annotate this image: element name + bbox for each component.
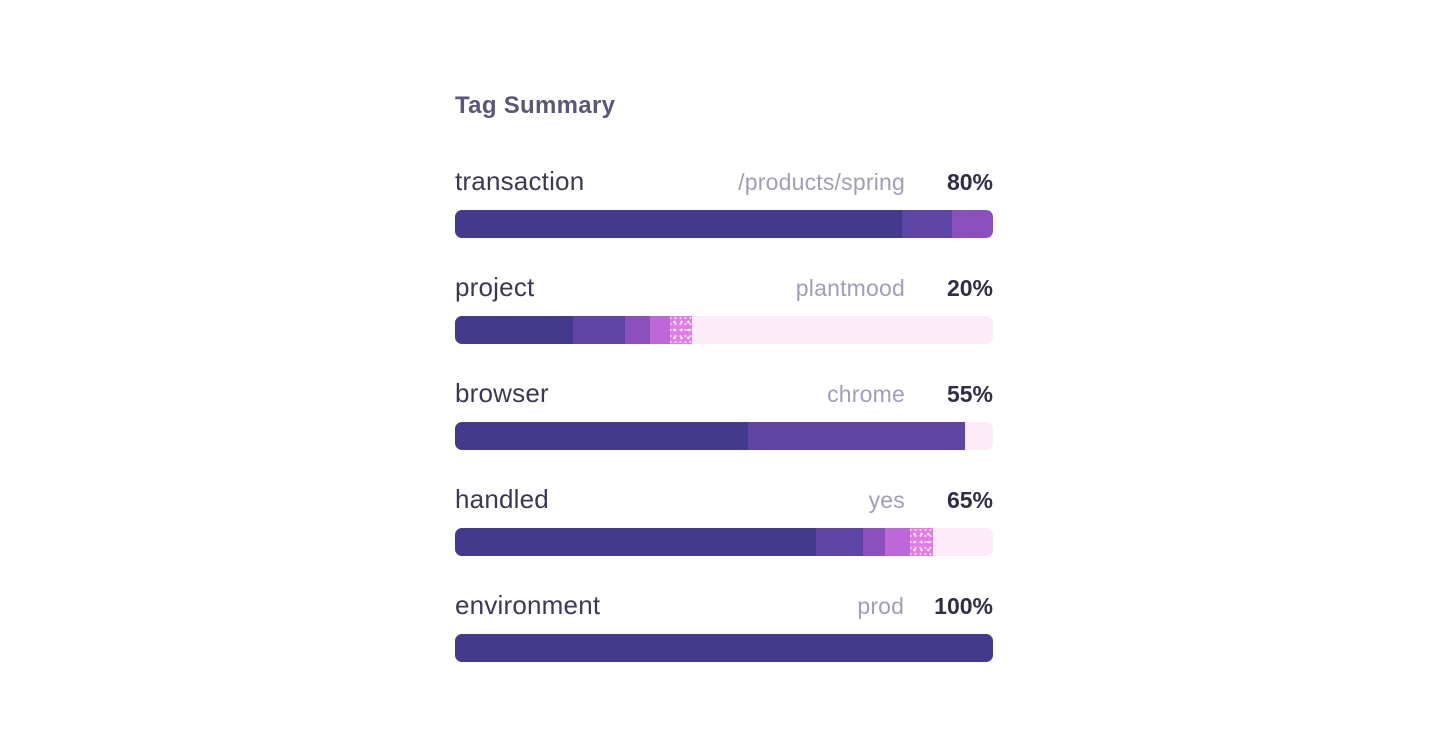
tag-summary-panel: Tag Summary transaction /products/spring… xyxy=(455,92,993,696)
bar-segment xyxy=(884,528,910,556)
tag-name-label: environment xyxy=(455,590,601,620)
tag-row-header: handled yes 65% xyxy=(455,484,993,515)
tag-distribution-bar xyxy=(455,316,993,344)
tag-row-header: transaction /products/spring 80% xyxy=(455,166,993,197)
tag-row: project plantmood 20% xyxy=(455,272,993,344)
bar-segment xyxy=(862,528,885,556)
tag-top-value-percent: 20% xyxy=(946,275,993,301)
tag-distribution-bar xyxy=(455,422,993,450)
bar-segment xyxy=(572,316,625,344)
bar-segment xyxy=(952,210,993,238)
tag-rows: transaction /products/spring 80% project… xyxy=(455,166,993,662)
tag-name-label: project xyxy=(455,272,535,302)
tag-row: transaction /products/spring 80% xyxy=(455,166,993,238)
tag-top-value: yes xyxy=(868,487,905,513)
tag-row-header: browser chrome 55% xyxy=(455,378,993,409)
bar-segment xyxy=(455,528,816,556)
bar-segment xyxy=(902,210,953,238)
tag-top-value-percent: 80% xyxy=(946,169,993,195)
bar-segment-speckled xyxy=(909,528,933,556)
tag-row-header: project plantmood 20% xyxy=(455,272,993,303)
tag-top-value: prod xyxy=(857,593,905,619)
tag-top-value: /products/spring xyxy=(738,169,905,195)
bar-segment xyxy=(455,316,573,344)
tag-top-value-percent: 100% xyxy=(934,593,993,619)
tag-distribution-bar xyxy=(455,528,993,556)
tag-top-value: plantmood xyxy=(795,275,905,301)
bar-segment xyxy=(455,422,749,450)
bar-segment xyxy=(649,316,670,344)
tag-row-header: environment prod 100% xyxy=(455,590,993,621)
bar-segment-speckled xyxy=(669,316,692,344)
tag-row: handled yes 65% xyxy=(455,484,993,556)
tag-row: environment prod 100% xyxy=(455,590,993,662)
panel-title: Tag Summary xyxy=(455,92,616,119)
tag-distribution-bar xyxy=(455,210,993,238)
tag-top-value-percent: 65% xyxy=(946,487,993,513)
bar-segment xyxy=(455,634,993,662)
tag-name-label: transaction xyxy=(455,166,585,196)
tag-top-value: chrome xyxy=(827,381,905,407)
tag-row: browser chrome 55% xyxy=(455,378,993,450)
tag-distribution-bar xyxy=(455,634,993,662)
bar-segment xyxy=(748,422,966,450)
bar-segment xyxy=(624,316,650,344)
tag-name-label: browser xyxy=(455,378,549,408)
tag-top-value-percent: 55% xyxy=(946,381,993,407)
bar-segment xyxy=(455,210,903,238)
bar-segment xyxy=(815,528,863,556)
tag-name-label: handled xyxy=(455,484,549,514)
